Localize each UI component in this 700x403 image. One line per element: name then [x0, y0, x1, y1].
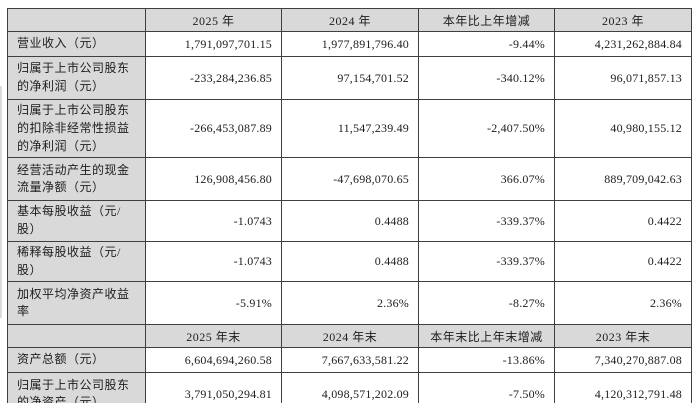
- corner-cell: [7, 324, 146, 349]
- cell-2023: 0.4422: [554, 200, 692, 242]
- cell-2025: -1.0743: [145, 200, 282, 242]
- table-row-net-profit: 归属于上市公司股东 的净利润（元） -233,284,236.85 97,154…: [7, 56, 692, 100]
- cell-2025: 1,791,097,701.15: [145, 31, 282, 57]
- table-row-basic-eps: 基本每股收益（元/ 股） -1.0743 0.4488 -339.37% 0.4…: [7, 200, 692, 242]
- cell-2023: 7,340,270,887.08: [554, 347, 692, 374]
- row-label: 稀释每股收益（元/ 股）: [7, 240, 146, 283]
- cell-change: -339.37%: [418, 200, 555, 242]
- table-row-operating-cash-flow: 经营活动产生的现金 流量净额（元） 126,908,456.80 -47,698…: [7, 157, 692, 202]
- row-label: 加权平均净资产收益 率: [7, 281, 146, 326]
- col-header-change: 本年比上年增减: [418, 8, 555, 32]
- cell-change: -340.12%: [418, 56, 555, 100]
- cell-change: -8.27%: [418, 281, 555, 326]
- row-label: 归属于上市公司股东 的净利润（元）: [7, 56, 146, 100]
- col-header-2023: 2023 年: [554, 8, 692, 32]
- cell-2024: 0.4488: [281, 200, 419, 242]
- cell-2023: 4,120,312,791.48: [554, 372, 692, 403]
- cell-2023: 889,709,042.63: [554, 157, 692, 202]
- cell-2024: 0.4488: [281, 240, 419, 283]
- cell-2025: -5.91%: [145, 281, 282, 326]
- row-label: 营业收入（元）: [7, 31, 146, 57]
- row-label: 资产总额（元）: [7, 347, 146, 374]
- cell-2025: 6,604,694,260.58: [145, 347, 282, 374]
- cell-change: -9.44%: [418, 31, 555, 57]
- table-row-net-profit-excl-nonrecurring: 归属于上市公司股东 的扣除非经常性损益 的净利润（元） -266,453,087…: [7, 98, 692, 159]
- col-header-end-change: 本年末比上年末增减: [418, 324, 555, 349]
- row-label: 基本每股收益（元/ 股）: [7, 200, 146, 242]
- table-header-row-end-of-period: 2025 年末 2024 年末 本年末比上年末增减 2023 年末: [7, 324, 692, 349]
- col-header-2025: 2025 年: [145, 8, 282, 32]
- cell-2023: 40,980,155.12: [554, 98, 692, 159]
- col-header-2024: 2024 年: [281, 8, 419, 32]
- table-row-weighted-avg-roe: 加权平均净资产收益 率 -5.91% 2.36% -8.27% 2.36%: [7, 281, 692, 326]
- col-header-2023-end: 2023 年末: [554, 324, 692, 349]
- cell-2025: 3,791,050,294.81: [145, 372, 282, 403]
- table-row-operating-revenue: 营业收入（元） 1,791,097,701.15 1,977,891,796.4…: [7, 31, 692, 57]
- cell-change: -2,407.50%: [418, 98, 555, 159]
- cell-change: -7.50%: [418, 372, 555, 403]
- corner-cell: [7, 8, 146, 32]
- cell-change: 366.07%: [418, 157, 555, 202]
- col-header-2024-end: 2024 年末: [281, 324, 419, 349]
- cell-2023: 0.4422: [554, 240, 692, 283]
- page-edge-artifact: [0, 86, 2, 318]
- table-row-diluted-eps: 稀释每股收益（元/ 股） -1.0743 0.4488 -339.37% 0.4…: [7, 240, 692, 283]
- row-label: 经营活动产生的现金 流量净额（元）: [7, 157, 146, 202]
- col-header-2025-end: 2025 年末: [145, 324, 282, 349]
- table-header-row-period: 2025 年 2024 年 本年比上年增减 2023 年: [7, 8, 692, 32]
- table-row-total-assets: 资产总额（元） 6,604,694,260.58 7,667,633,581.2…: [7, 347, 692, 374]
- cell-2025: -233,284,236.85: [145, 56, 282, 100]
- cell-2024: 2.36%: [281, 281, 419, 326]
- cell-2024: 4,098,571,202.09: [281, 372, 419, 403]
- financial-summary-table: 2025 年 2024 年 本年比上年增减 2023 年 营业收入（元） 1,7…: [7, 8, 692, 403]
- cell-2025: -266,453,087.89: [145, 98, 282, 159]
- cell-2025: -1.0743: [145, 240, 282, 283]
- cell-2024: 1,977,891,796.40: [281, 31, 419, 57]
- cell-2025: 126,908,456.80: [145, 157, 282, 202]
- cell-change: -13.86%: [418, 347, 555, 374]
- cell-2024: 7,667,633,581.22: [281, 347, 419, 374]
- row-label: 归属于上市公司股东 的扣除非经常性损益 的净利润（元）: [7, 98, 146, 159]
- cell-change: -339.37%: [418, 240, 555, 283]
- cell-2024: 11,547,239.49: [281, 98, 419, 159]
- cell-2024: 97,154,701.52: [281, 56, 419, 100]
- cell-2024: -47,698,070.65: [281, 157, 419, 202]
- row-label: 归属于上市公司股东 的净资产（元）: [7, 372, 146, 403]
- table-row-net-assets: 归属于上市公司股东 的净资产（元） 3,791,050,294.81 4,098…: [7, 372, 692, 403]
- cell-2023: 2.36%: [554, 281, 692, 326]
- cell-2023: 96,071,857.13: [554, 56, 692, 100]
- cell-2023: 4,231,262,884.84: [554, 31, 692, 57]
